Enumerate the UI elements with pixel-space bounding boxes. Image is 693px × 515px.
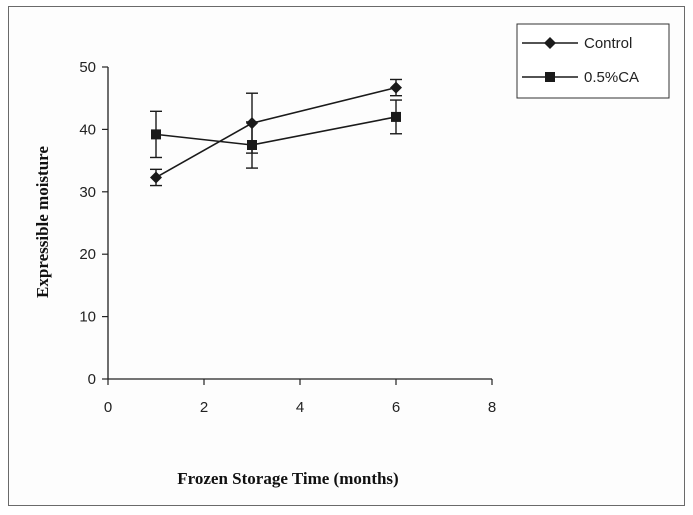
y-axis-title: Expressible moisture [33,146,52,298]
series-layer [150,78,402,187]
x-axis-ticks: 0 2 4 6 8 [104,379,496,416]
y-tick-label: 0 [88,371,96,388]
x-tick-label: 6 [392,399,400,416]
x-tick-label: 8 [488,399,496,416]
data-point-square [151,129,161,140]
x-tick-label: 2 [200,399,208,416]
y-tick-label: 30 [79,184,96,201]
series-0-5-ca [150,99,402,169]
y-tick-label: 50 [79,59,96,76]
x-tick-label: 0 [104,399,112,416]
y-tick-label: 40 [79,121,96,138]
legend-label: 0.5%CA [584,69,639,86]
legend: Control 0.5%CA [516,23,670,99]
legend-item: Control [522,35,632,52]
x-axis-title: Frozen Storage Time (months) [177,469,398,488]
legend-marker [544,37,556,49]
series-control [150,78,402,187]
data-point-square [391,111,401,122]
series-line [155,86,397,179]
series-line [155,116,397,146]
legend-marker [545,72,555,82]
data-point-diamond [150,171,162,184]
legend-label: Control [584,35,632,52]
x-tick-label: 4 [296,399,304,416]
y-tick-label: 10 [79,309,96,326]
y-axis-ticks: 0 10 20 30 40 50 [79,59,108,388]
legend-item: 0.5%CA [522,69,639,86]
data-point-diamond [390,81,402,94]
legend-box [516,23,670,99]
y-tick-label: 20 [79,246,96,263]
data-point-square [247,140,257,150]
